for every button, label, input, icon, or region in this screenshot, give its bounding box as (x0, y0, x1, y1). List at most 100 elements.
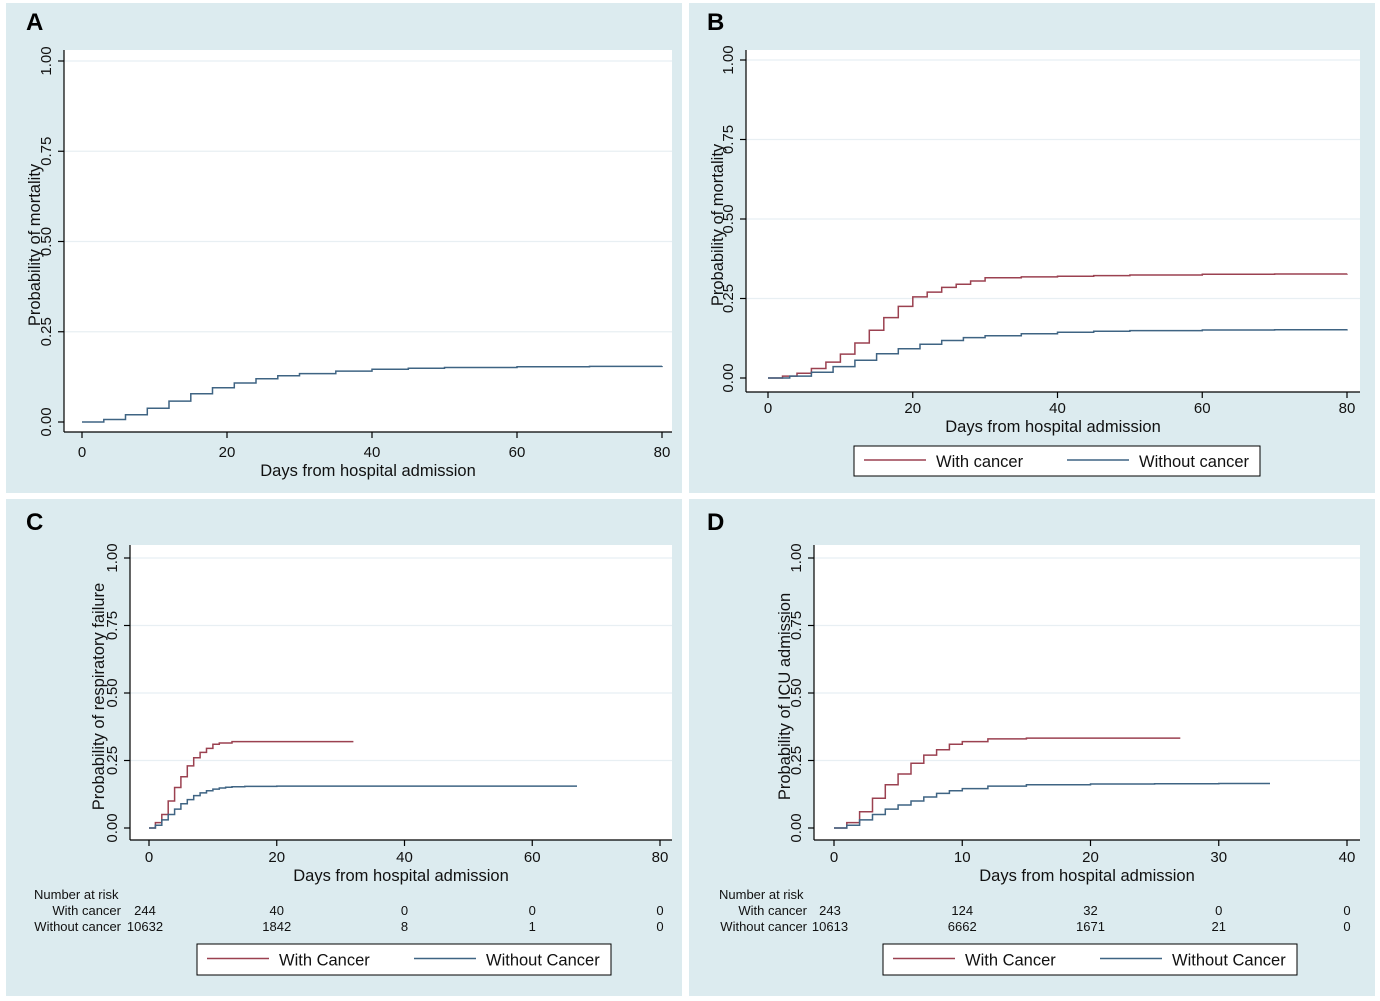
risk-value: 21 (1212, 919, 1226, 934)
y-tick-label: 0.50 (720, 204, 737, 233)
legend-label: With Cancer (279, 952, 370, 970)
y-axis-title: Probability of respiratory failure (90, 583, 108, 810)
risk-value: 0 (401, 903, 408, 918)
panel-d: 0.00 0.25 0.50 0.75 1.00 0 10 20 30 40 Days from h… (689, 499, 1375, 996)
y-tick-label: 1.00 (104, 543, 121, 572)
y-axis-title: Probability of ICU admission (776, 593, 794, 800)
series-line-with-cancer (768, 273, 1348, 379)
risk-value: 10613 (812, 919, 848, 934)
y-tick-label: 0.50 (788, 678, 805, 707)
risk-table-title: Number at risk (719, 887, 804, 902)
x-axis-title: Days from hospital admission (979, 867, 1195, 885)
series-line-without-cancer (834, 782, 1270, 829)
legend-label: Without Cancer (1172, 952, 1286, 970)
x-tick-label: 60 (1194, 400, 1211, 417)
y-axis-title: Probability of mortality (26, 163, 44, 326)
panel-letter: D (707, 509, 724, 536)
y-tick-label: 0.75 (104, 611, 121, 640)
legend: With Cancer Without Cancer (196, 943, 612, 976)
x-axis-title: Days from hospital admission (293, 867, 509, 885)
x-axis-title: Days from hospital admission (260, 462, 476, 480)
risk-value: 1671 (1076, 919, 1105, 934)
x-tick-label: 40 (1049, 400, 1066, 417)
panel-a: 0.00 0.25 0.50 0.75 1.00 0 20 40 60 80 Days from h… (6, 3, 682, 493)
y-tick-label: 0.25 (720, 284, 737, 313)
risk-value: 243 (819, 903, 841, 918)
legend-box (853, 445, 1261, 477)
y-tick-label: 0.75 (788, 611, 805, 640)
x-tick-label: 40 (396, 849, 413, 866)
panel-letter: B (707, 9, 724, 36)
x-tick-label: 20 (268, 849, 285, 866)
y-tick-label: 0.50 (104, 678, 121, 707)
risk-value: 124 (951, 903, 973, 918)
legend-label: With cancer (936, 453, 1024, 471)
series-line-with-cancer (834, 737, 1181, 829)
risk-value: 40 (270, 903, 284, 918)
y-tick-label: 0.50 (38, 227, 55, 256)
y-tick-label: 0.00 (788, 813, 805, 842)
x-tick-label: 20 (1082, 849, 1099, 866)
legend-label: With Cancer (965, 952, 1056, 970)
y-tick-label: 0.75 (720, 125, 737, 154)
x-tick-label: 80 (654, 444, 671, 461)
legend-label: Without cancer (1139, 453, 1250, 471)
risk-value: 0 (529, 903, 536, 918)
x-tick-label: 30 (1210, 849, 1227, 866)
x-tick-label: 80 (1339, 400, 1356, 417)
y-axis-title: Probability of mortality (709, 143, 727, 306)
risk-table-title: Number at risk (34, 887, 119, 902)
series-line-with-cancer (149, 740, 354, 829)
panel-letter: C (26, 509, 43, 536)
x-tick-label: 0 (764, 400, 772, 417)
risk-value: 1 (529, 919, 536, 934)
y-tick-label: 1.00 (38, 46, 55, 75)
x-tick-label: 0 (145, 849, 153, 866)
legend: With Cancer Without Cancer (882, 943, 1298, 976)
risk-value: 8 (401, 919, 408, 934)
legend-label: Without Cancer (486, 952, 600, 970)
risk-value: 0 (656, 903, 663, 918)
x-tick-label: 40 (1339, 849, 1356, 866)
legend-box (196, 943, 612, 976)
x-tick-label: 60 (524, 849, 541, 866)
risk-value: 10632 (127, 919, 163, 934)
series-line-all-patients (82, 365, 663, 423)
panel-letter: A (26, 9, 43, 36)
risk-value: 1842 (262, 919, 291, 934)
risk-value: 0 (1343, 919, 1350, 934)
x-tick-label: 10 (954, 849, 971, 866)
risk-row-label: Without cancer (34, 919, 121, 934)
x-tick-label: 20 (904, 400, 921, 417)
risk-value: 0 (1215, 903, 1222, 918)
risk-value: 244 (134, 903, 156, 918)
x-tick-label: 80 (652, 849, 669, 866)
panel-b: 0.00 0.25 0.50 0.75 1.00 0 20 40 60 80 Days from h… (689, 3, 1375, 493)
plot-area (746, 50, 1360, 392)
y-tick-label: 0.25 (38, 317, 55, 346)
y-tick-label: 0.00 (104, 813, 121, 842)
legend-box (882, 943, 1298, 976)
legend: With cancer Without cancer (853, 445, 1261, 477)
x-tick-label: 60 (509, 444, 526, 461)
x-axis-title: Days from hospital admission (945, 418, 1161, 436)
risk-value: 32 (1083, 903, 1097, 918)
x-tick-label: 40 (364, 444, 381, 461)
risk-value: 0 (1343, 903, 1350, 918)
risk-row-label: With cancer (738, 903, 807, 918)
y-tick-label: 0.75 (38, 137, 55, 166)
y-tick-label: 0.25 (104, 746, 121, 775)
y-tick-label: 1.00 (788, 543, 805, 572)
x-tick-label: 0 (830, 849, 838, 866)
series-line-without-cancer (768, 328, 1348, 379)
x-tick-label: 20 (219, 444, 236, 461)
y-tick-label: 0.00 (720, 363, 737, 392)
x-tick-label: 0 (78, 444, 86, 461)
y-tick-label: 0.25 (788, 746, 805, 775)
series-line-without-cancer (149, 785, 577, 829)
risk-row-label: Without cancer (720, 919, 807, 934)
risk-value: 6662 (948, 919, 977, 934)
